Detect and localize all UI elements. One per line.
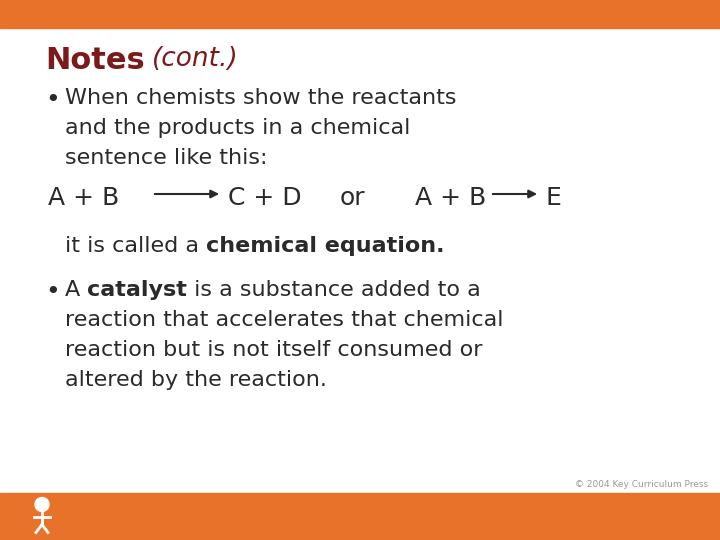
Text: (cont.): (cont.) [152,46,238,72]
Bar [0,0,720,28]
Text: altered by the reaction.: altered by the reaction. [65,370,327,390]
Text: •: • [45,88,60,112]
Text: A: A [65,280,87,300]
Text: reaction but is not itself consumed or: reaction but is not itself consumed or [65,340,482,360]
Text: is a substance added to a: is a substance added to a [187,280,481,300]
Text: or: or [340,186,366,210]
Text: When chemists show the reactants: When chemists show the reactants [65,88,456,108]
Text: A + B: A + B [415,186,486,210]
Text: LIVING BY CHEMISTRY: LIVING BY CHEMISTRY [110,512,205,521]
Text: © 2004 Key Curriculum Press: © 2004 Key Curriculum Press [575,480,708,489]
Text: catalyst: catalyst [87,280,187,300]
Text: C + D: C + D [228,186,302,210]
Text: A + B: A + B [48,186,120,210]
Text: reaction that accelerates that chemical: reaction that accelerates that chemical [65,310,503,330]
Text: Unit 2  •  Investigation II: Unit 2 • Investigation II [440,511,577,522]
Text: •: • [45,280,60,304]
Text: and the products in a chemical: and the products in a chemical [65,118,410,138]
Text: E: E [546,186,562,210]
Text: it is called a: it is called a [65,236,206,256]
Circle shape [35,497,49,511]
Text: sentence like this:: sentence like this: [65,148,268,168]
Bar [0,493,720,540]
Text: ⏮  ◄  ►: ⏮ ◄ ► [665,510,712,523]
Text: Notes: Notes [45,46,145,75]
Text: chemical equation.: chemical equation. [206,236,445,256]
